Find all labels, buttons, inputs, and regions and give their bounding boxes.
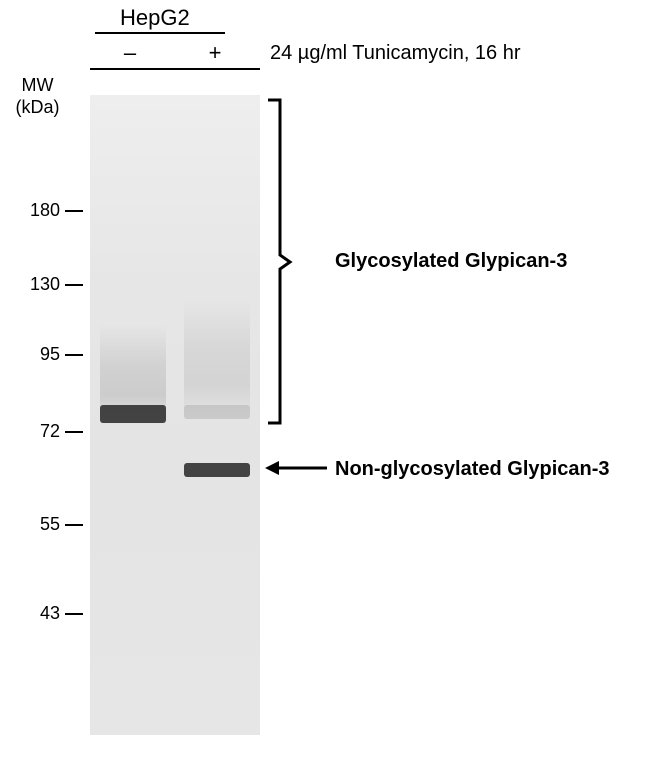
glycosylated-label: Glycosylated Glypican-3 <box>335 250 567 273</box>
lane-1 <box>94 95 172 735</box>
lane-2 <box>178 95 256 735</box>
lane2-main-band <box>184 463 250 477</box>
lane2-faint-band <box>184 405 250 419</box>
lane2-smear <box>184 300 250 420</box>
mw-tick-72-label: 72 <box>20 421 60 442</box>
mw-tick-180-label: 180 <box>20 200 60 221</box>
lane1-main-band <box>100 405 166 423</box>
mw-tick-95-label: 95 <box>20 344 60 365</box>
lane-plus: + <box>200 40 230 66</box>
nonglycosylated-arrow-icon <box>265 458 330 478</box>
figure-container: HepG2 – + 24 µg/ml Tunicamycin, 16 hr MW… <box>0 0 650 770</box>
treatment-underline <box>90 68 260 70</box>
mw-header: MW (kDa) <box>10 75 65 118</box>
mw-tick-55-label: 55 <box>20 514 60 535</box>
lane-minus: – <box>115 40 145 66</box>
blot-area <box>90 95 260 735</box>
mw-tick-72 <box>65 431 83 433</box>
mw-tick-95 <box>65 354 83 356</box>
glycosylated-bracket <box>265 95 295 430</box>
mw-tick-43 <box>65 613 83 615</box>
cell-line-label: HepG2 <box>120 5 190 31</box>
nonglycosylated-label: Non-glycosylated Glypican-3 <box>335 458 610 481</box>
mw-text: MW <box>22 75 54 95</box>
mw-tick-43-label: 43 <box>20 603 60 624</box>
mw-unit: (kDa) <box>16 97 60 117</box>
mw-tick-130-label: 130 <box>20 274 60 295</box>
cell-line-text: HepG2 <box>120 5 190 30</box>
treatment-label: 24 µg/ml Tunicamycin, 16 hr <box>270 42 521 65</box>
mw-tick-180 <box>65 210 83 212</box>
mw-tick-55 <box>65 524 83 526</box>
mw-tick-130 <box>65 284 83 286</box>
cell-line-underline <box>95 32 225 34</box>
